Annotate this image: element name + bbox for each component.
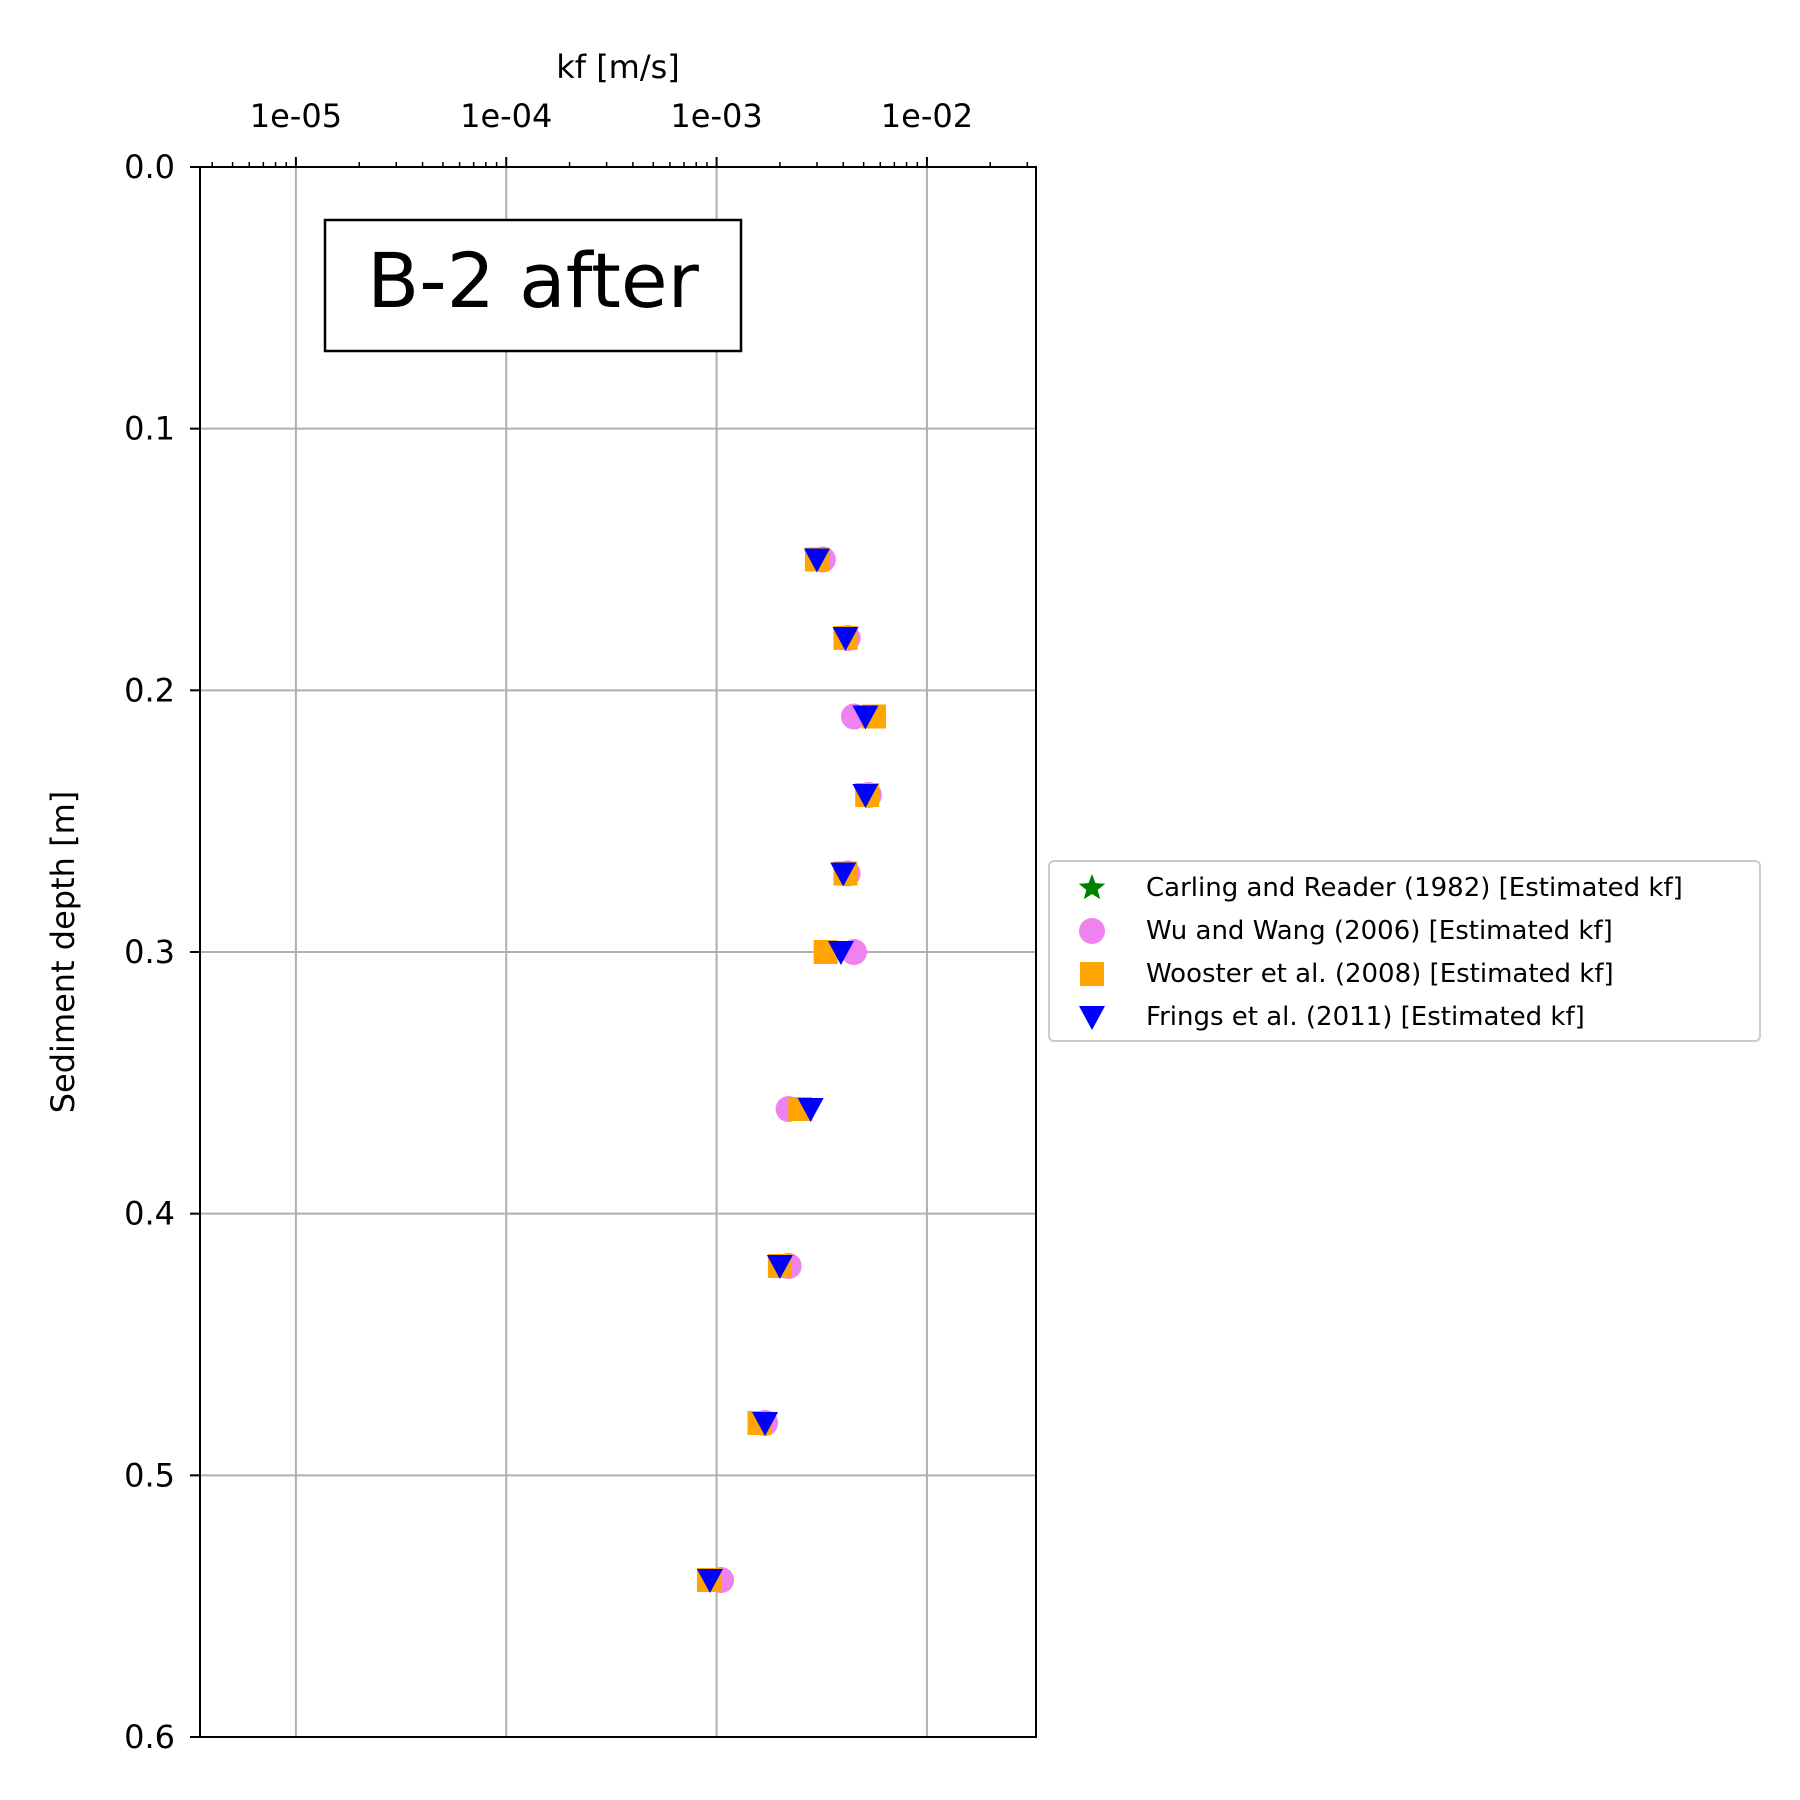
legend-label: Wu and Wang (2006) [Estimated kf] <box>1146 916 1613 946</box>
legend-label: Wooster et al. (2008) [Estimated kf] <box>1146 959 1614 989</box>
data-point <box>852 784 879 808</box>
data-point <box>696 1569 723 1593</box>
legend-marker <box>1079 1006 1105 1030</box>
y-tick-label: 0.4 <box>124 1195 175 1233</box>
y-tick-label: 0.5 <box>124 1456 175 1494</box>
legend-marker <box>1080 962 1104 986</box>
data-point <box>752 1412 779 1436</box>
legend-label: Carling and Reader (1982) [Estimated kf] <box>1146 873 1683 903</box>
annotation-box: B-2 after <box>323 218 743 353</box>
x-tick-label: 1e-05 <box>250 97 342 135</box>
annotation-text: B-2 after <box>367 236 700 325</box>
legend-frame <box>1048 860 1761 1042</box>
data-point <box>803 548 830 573</box>
series-3 <box>696 548 879 1593</box>
legend-marker <box>1078 874 1106 900</box>
x-tick-label: 1e-04 <box>460 97 552 135</box>
marks-layer <box>696 546 886 1593</box>
data-point <box>766 1255 793 1279</box>
data-point <box>852 705 879 730</box>
y-tick-label: 0.6 <box>124 1718 175 1756</box>
y-tick-label: 0.3 <box>124 933 175 971</box>
data-point <box>827 941 854 965</box>
y-tick-label: 0.0 <box>124 148 175 186</box>
x-tick-label: 1e-02 <box>881 97 973 135</box>
data-point <box>797 1098 824 1122</box>
data-point <box>832 627 859 651</box>
minor-tick-layer <box>211 162 1029 167</box>
tick-layer: 1e-05 1e-04 1e-03 1e-02 0.0 0.1 0.2 0.3 0.4 0.5 0.… <box>124 97 973 1756</box>
plot-frame <box>199 166 1037 1738</box>
x-axis-label: kf [m/s] <box>556 48 680 86</box>
legend-marker <box>1079 918 1105 944</box>
data-point <box>830 862 857 887</box>
y-axis-label: Sediment depth [m] <box>44 791 82 1114</box>
y-tick-label: 0.1 <box>124 410 175 448</box>
y-tick-label: 0.2 <box>124 671 175 709</box>
legend: Carling and Reader (1982) [Estimated kf]… <box>1048 860 1761 1042</box>
x-tick-label: 1e-03 <box>670 97 762 135</box>
legend-label: Frings et al. (2011) [Estimated kf] <box>1146 1002 1585 1032</box>
